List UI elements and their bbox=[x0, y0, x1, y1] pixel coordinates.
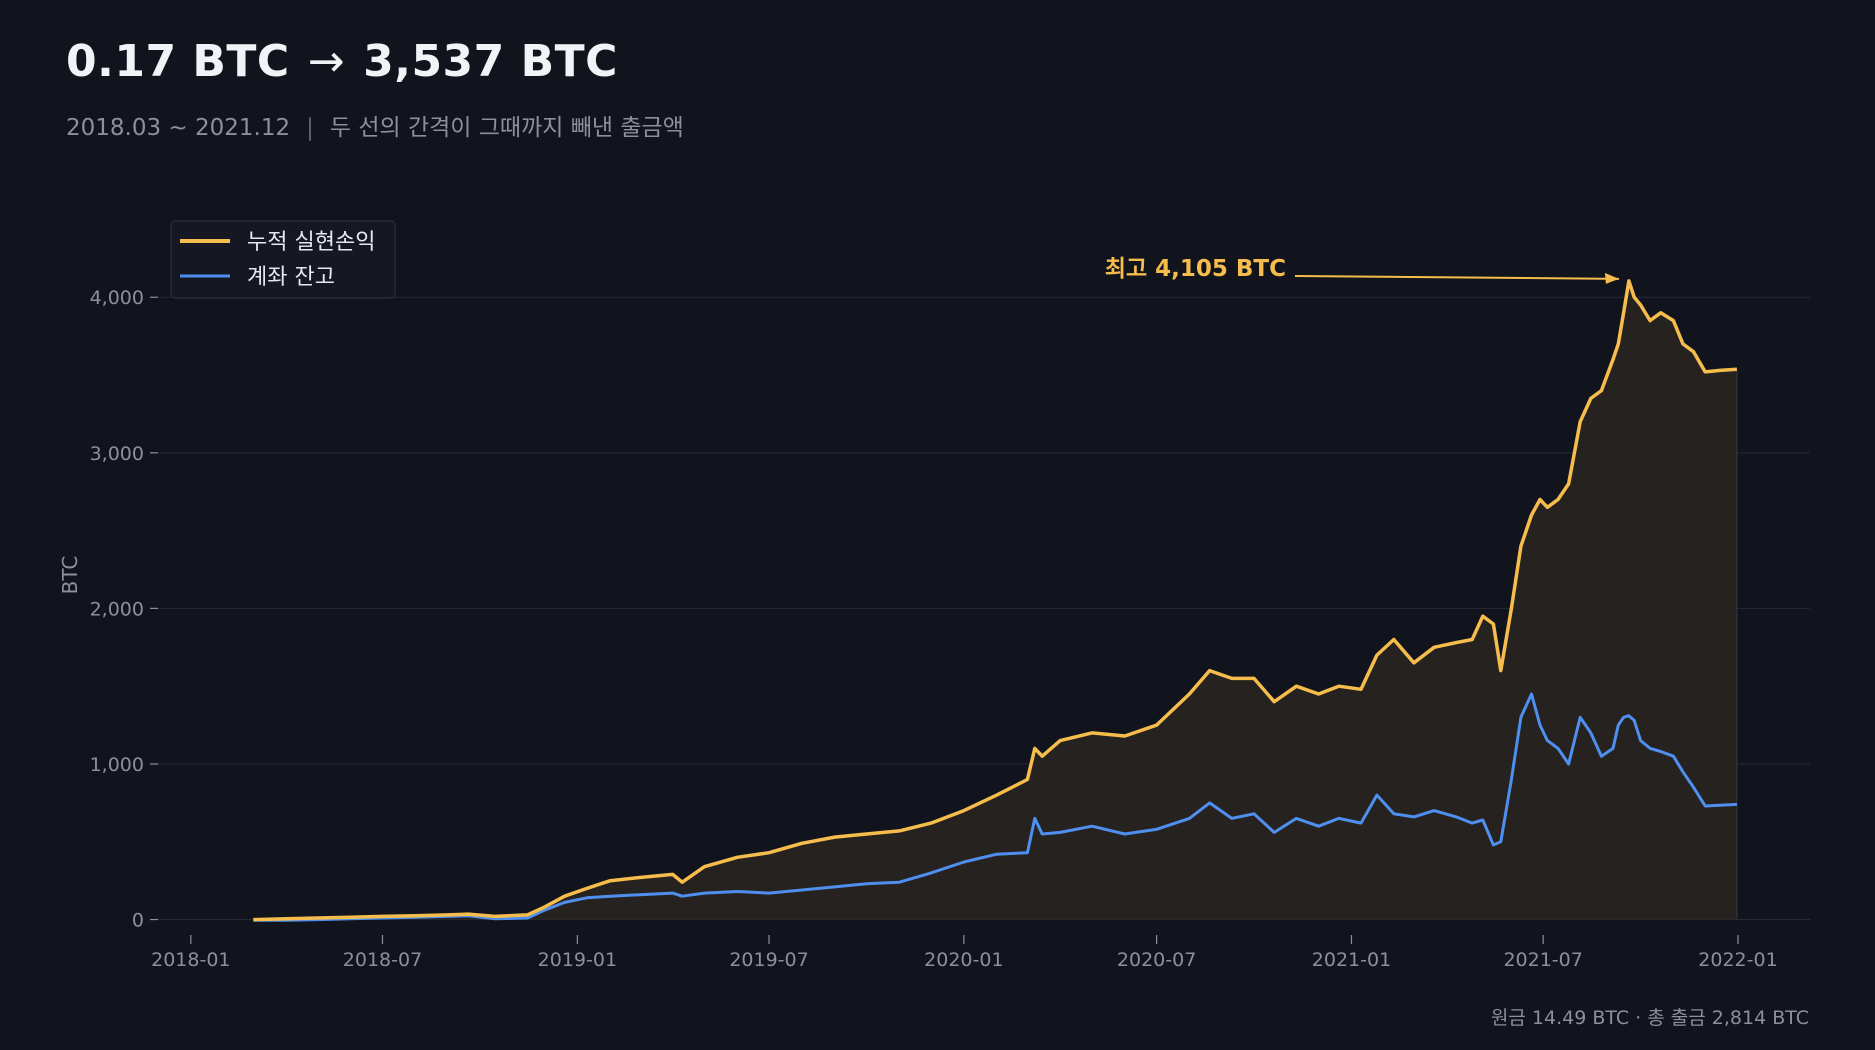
annotation-arrow-line bbox=[1294, 275, 1619, 280]
peak-annotation: 최고 4,105 BTC bbox=[1105, 256, 1619, 284]
title-end-value: 3,537 BTC bbox=[363, 36, 618, 87]
x-tick-label: 2021-07 bbox=[1503, 949, 1582, 971]
subtitle-separator: | bbox=[306, 115, 314, 141]
y-axis-label: BTC bbox=[58, 556, 82, 595]
cumulative-series-line bbox=[253, 279, 1738, 922]
chart-title: 0.17 BTC → 3,537 BTC bbox=[66, 36, 618, 87]
subtitle-period: 2018.03 ~ 2021.12 bbox=[66, 115, 291, 141]
annotation-arrow-head bbox=[1604, 272, 1619, 284]
x-tick-label: 2022-01 bbox=[1698, 949, 1777, 971]
legend-label-balance: 계좌 잔고 bbox=[247, 265, 335, 290]
x-tick-label: 2018-01 bbox=[151, 949, 230, 971]
y-tick-label: 0 bbox=[132, 910, 144, 932]
legend-label-cumulative: 누적 실현손익 bbox=[247, 230, 375, 255]
x-tick-label: 2020-07 bbox=[1117, 949, 1196, 971]
x-tick-label: 2019-01 bbox=[538, 949, 617, 971]
x-tick-label: 2020-01 bbox=[924, 949, 1003, 971]
x-tick-label: 2021-01 bbox=[1312, 949, 1391, 971]
balance-series-line bbox=[253, 692, 1737, 922]
y-tick-label: 3,000 bbox=[90, 443, 144, 465]
gap-area bbox=[253, 280, 1738, 920]
annotation-label: 최고 4,105 BTC bbox=[1105, 256, 1286, 282]
x-tick-label: 2018-07 bbox=[343, 949, 422, 971]
subtitle-note: 두 선의 간격이 그때까지 빼낸 출금액 bbox=[329, 115, 684, 141]
title-arrow: → bbox=[307, 36, 346, 87]
series-lines bbox=[253, 279, 1738, 922]
axes: 0 1,000 2,000 3,000 4,000 2018-01 2018-07 2019-… bbox=[58, 287, 1778, 971]
y-tick-label: 1,000 bbox=[90, 754, 144, 776]
chart-subtitle: 2018.03 ~ 2021.12 | 두 선의 간격이 그때까지 빼낸 출금액 bbox=[66, 108, 684, 142]
x-tick-label: 2019-07 bbox=[729, 949, 808, 971]
footer-note: 원금 14.49 BTC · 총 출금 2,814 BTC bbox=[1490, 1007, 1809, 1029]
title-start-value: 0.17 BTC bbox=[66, 36, 290, 87]
y-tick-label: 2,000 bbox=[90, 598, 144, 620]
y-tick-label: 4,000 bbox=[90, 287, 144, 309]
withdrawal-gap-area bbox=[253, 280, 1737, 920]
